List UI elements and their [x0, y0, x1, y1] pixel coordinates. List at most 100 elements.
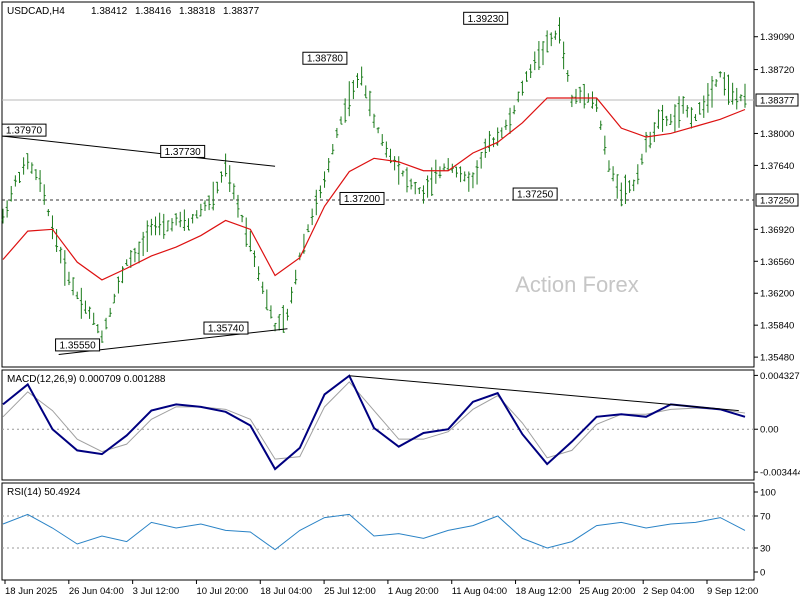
x-tick-label: 11 Aug 04:00: [452, 586, 507, 597]
y-tick-label: 1.39090: [760, 32, 794, 43]
price-panel-frame: [1, 1, 755, 368]
y-tick-label: -0.003444: [760, 468, 800, 479]
price-bar: [75, 291, 79, 300]
price-bar: [710, 76, 714, 108]
x-tick-label: 18 Jul 04:00: [260, 586, 312, 597]
price-bar: [644, 131, 648, 153]
price-bar: [137, 241, 141, 264]
annotation-text: 1.37250: [517, 190, 554, 201]
price-bar: [257, 266, 261, 281]
price-bar: [252, 250, 256, 268]
annotation-box: [160, 144, 206, 158]
rsi-panel-title: RSI(14) 50.4924: [7, 487, 81, 498]
annotation-label: 1.37970: [1, 123, 47, 137]
price-bar: [372, 113, 376, 128]
price-bar: [22, 157, 26, 175]
price-bar: [727, 74, 731, 105]
price-bar: [685, 105, 689, 118]
price-bar: [339, 116, 343, 125]
price-bar: [63, 250, 67, 286]
price-bar: [265, 289, 269, 311]
price-bar: [285, 308, 289, 321]
price-bar: [512, 105, 516, 115]
price-bar: [529, 64, 533, 78]
price-bar: [187, 218, 190, 231]
price-bar: [582, 83, 586, 109]
x-tick-label: 18 Aug 12:00: [516, 586, 572, 597]
price-bar: [191, 214, 195, 224]
price-bar: [162, 213, 166, 239]
price-trendline: [2, 135, 276, 167]
price-bar: [100, 330, 104, 343]
y-tick-label: 1.37640: [760, 161, 794, 172]
price-bar: [673, 104, 677, 133]
price-bar: [327, 158, 331, 173]
ohlc-open: 1.38412: [91, 6, 128, 17]
price-bar: [240, 214, 244, 223]
price-bar: [108, 307, 112, 317]
price-bar: [516, 91, 520, 103]
price-bar: [158, 212, 162, 236]
annotation-box: [302, 51, 348, 65]
price-bar: [454, 166, 458, 178]
price-bar: [467, 171, 471, 192]
price-bar: [149, 218, 153, 236]
rsi-content: [2, 513, 754, 551]
price-bar: [615, 174, 619, 199]
y-tick-label: 1.36200: [760, 289, 794, 300]
y-tick-label: 1.35840: [760, 321, 794, 332]
price-bar: [141, 231, 145, 257]
annotation-text: 1.37730: [165, 147, 202, 158]
price-bar: [607, 160, 611, 172]
y-tick-label: 0.004327: [760, 371, 800, 382]
price-bar: [611, 166, 615, 182]
price-bar: [154, 216, 158, 236]
price-bar: [368, 90, 372, 117]
price-bar: [558, 17, 561, 44]
price-bar: [104, 317, 108, 330]
y-tick-label: 1.36920: [760, 225, 794, 236]
price-bar: [628, 180, 632, 193]
x-tick-label: 2 Sep 04:00: [643, 586, 694, 597]
y-tick-label: 1.38720: [760, 65, 794, 76]
price-bar: [331, 143, 335, 155]
annotation-label: 1.35550: [55, 338, 101, 352]
price-bar: [83, 300, 87, 314]
price-bar: [323, 171, 327, 188]
price-bar: [669, 113, 673, 125]
annotation-box: [339, 191, 385, 205]
y-tick-label: 100: [760, 488, 776, 499]
price-bar: [574, 88, 578, 104]
price-bar: [405, 167, 409, 193]
price-bar: [570, 94, 574, 108]
macd-trendline: [349, 375, 739, 412]
price-bar: [590, 91, 594, 109]
price-bar: [603, 135, 607, 155]
price-bar: [343, 98, 347, 123]
price-bar: [562, 41, 566, 70]
price-bar: [71, 277, 75, 296]
price-bar: [244, 217, 248, 247]
price-bar: [182, 209, 186, 231]
price-bar: [59, 246, 63, 264]
macd-y-axis: 0.004327 0.00 -0.003444: [754, 371, 800, 479]
price-bar: [129, 250, 133, 268]
price-bar: [475, 160, 479, 185]
price-bar: [277, 314, 281, 331]
annotation-text: 1.35740: [208, 324, 245, 335]
price-bar: [38, 170, 42, 192]
price-bar: [430, 167, 434, 196]
price-bar: [125, 259, 129, 266]
price-bar: [471, 172, 475, 189]
price-bar: [384, 141, 388, 158]
price-bar: [677, 96, 681, 128]
annotation-box: [203, 321, 249, 335]
annotation-text: 1.39230: [468, 14, 505, 25]
price-bar: [553, 30, 557, 40]
price-bar: [714, 78, 718, 87]
price-bar: [67, 271, 71, 286]
price-bar: [636, 164, 640, 185]
price-bar: [306, 224, 310, 233]
x-axis: 18 Jun 2025 26 Jun 04:00 3 Jul 12:00 10 Jul…: [4, 580, 758, 597]
